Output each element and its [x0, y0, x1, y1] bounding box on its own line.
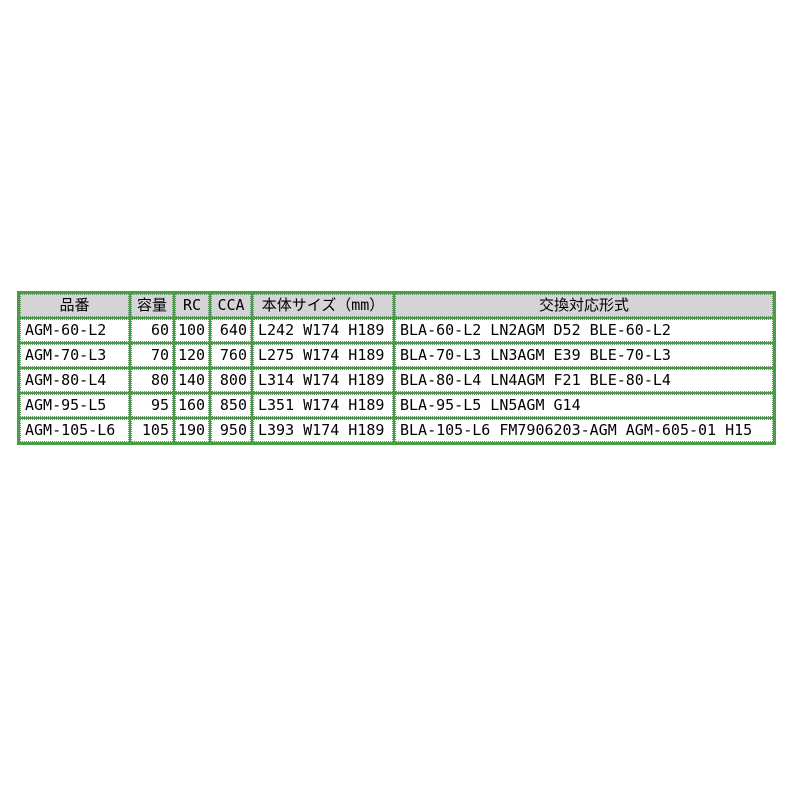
compatible-models-cell: BLA-95-L5 LN5AGM G14 [395, 394, 773, 417]
capacity-cell: 60 [131, 319, 173, 342]
part-number-cell: AGM-105-L6 [20, 419, 129, 442]
capacity-cell: 70 [131, 344, 173, 367]
column-header-capacity: 容量 [131, 294, 173, 317]
compatible-models-cell: BLA-80-L4 LN4AGM F21 BLE-80-L4 [395, 369, 773, 392]
cca-cell: 640 [211, 319, 251, 342]
compatible-models-cell: BLA-105-L6 FM7906203-AGM AGM-605-01 H15 [395, 419, 773, 442]
body-size-cell: L314 W174 H189 [253, 369, 393, 392]
table-row: AGM-60-L2 60 100 640 L242 W174 H189 BLA-… [20, 319, 773, 342]
body-size-cell: L275 W174 H189 [253, 344, 393, 367]
part-number-cell: AGM-70-L3 [20, 344, 129, 367]
battery-spec-table: 品番 容量 RC CCA 本体サイズ（mm） 交換対応形式 AGM-60-L2 … [17, 291, 776, 445]
rc-cell: 160 [175, 394, 209, 417]
table-row: AGM-105-L6 105 190 950 L393 W174 H189 BL… [20, 419, 773, 442]
cca-cell: 760 [211, 344, 251, 367]
part-number-cell: AGM-60-L2 [20, 319, 129, 342]
compatible-models-cell: BLA-60-L2 LN2AGM D52 BLE-60-L2 [395, 319, 773, 342]
part-number-cell: AGM-95-L5 [20, 394, 129, 417]
rc-cell: 140 [175, 369, 209, 392]
capacity-cell: 95 [131, 394, 173, 417]
rc-cell: 120 [175, 344, 209, 367]
rc-cell: 100 [175, 319, 209, 342]
capacity-cell: 80 [131, 369, 173, 392]
cca-cell: 950 [211, 419, 251, 442]
body-size-cell: L351 W174 H189 [253, 394, 393, 417]
table-row: AGM-95-L5 95 160 850 L351 W174 H189 BLA-… [20, 394, 773, 417]
cca-cell: 850 [211, 394, 251, 417]
column-header-compatible-models: 交換対応形式 [395, 294, 773, 317]
capacity-cell: 105 [131, 419, 173, 442]
column-header-rc: RC [175, 294, 209, 317]
table-row: AGM-70-L3 70 120 760 L275 W174 H189 BLA-… [20, 344, 773, 367]
cca-cell: 800 [211, 369, 251, 392]
rc-cell: 190 [175, 419, 209, 442]
table-row: AGM-80-L4 80 140 800 L314 W174 H189 BLA-… [20, 369, 773, 392]
column-header-part-number: 品番 [20, 294, 129, 317]
body-size-cell: L393 W174 H189 [253, 419, 393, 442]
column-header-cca: CCA [211, 294, 251, 317]
header-row: 品番 容量 RC CCA 本体サイズ（mm） 交換対応形式 [20, 294, 773, 317]
part-number-cell: AGM-80-L4 [20, 369, 129, 392]
body-size-cell: L242 W174 H189 [253, 319, 393, 342]
column-header-body-size: 本体サイズ（mm） [253, 294, 393, 317]
compatible-models-cell: BLA-70-L3 LN3AGM E39 BLE-70-L3 [395, 344, 773, 367]
